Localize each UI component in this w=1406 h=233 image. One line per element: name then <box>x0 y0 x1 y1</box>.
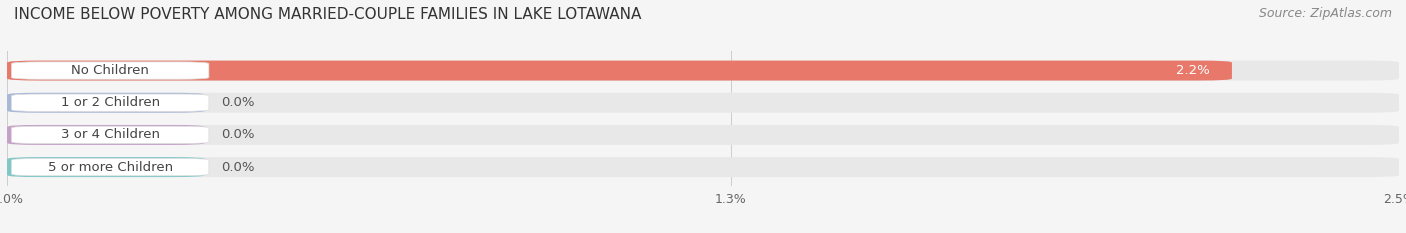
FancyBboxPatch shape <box>7 61 1232 81</box>
Text: 0.0%: 0.0% <box>222 161 254 174</box>
FancyBboxPatch shape <box>7 93 1399 113</box>
Text: 5 or more Children: 5 or more Children <box>48 161 173 174</box>
FancyBboxPatch shape <box>7 157 1399 177</box>
Text: 1 or 2 Children: 1 or 2 Children <box>60 96 160 109</box>
Text: INCOME BELOW POVERTY AMONG MARRIED-COUPLE FAMILIES IN LAKE LOTAWANA: INCOME BELOW POVERTY AMONG MARRIED-COUPL… <box>14 7 641 22</box>
FancyBboxPatch shape <box>11 62 209 79</box>
Text: Source: ZipAtlas.com: Source: ZipAtlas.com <box>1258 7 1392 20</box>
FancyBboxPatch shape <box>11 126 209 144</box>
FancyBboxPatch shape <box>7 125 205 145</box>
FancyBboxPatch shape <box>7 157 205 177</box>
Text: 0.0%: 0.0% <box>222 96 254 109</box>
Text: 2.2%: 2.2% <box>1175 64 1209 77</box>
FancyBboxPatch shape <box>11 94 209 111</box>
FancyBboxPatch shape <box>11 158 209 176</box>
FancyBboxPatch shape <box>7 61 1399 81</box>
Text: 0.0%: 0.0% <box>222 128 254 141</box>
FancyBboxPatch shape <box>7 93 205 113</box>
FancyBboxPatch shape <box>7 125 1399 145</box>
Text: No Children: No Children <box>72 64 149 77</box>
Text: 3 or 4 Children: 3 or 4 Children <box>60 128 160 141</box>
